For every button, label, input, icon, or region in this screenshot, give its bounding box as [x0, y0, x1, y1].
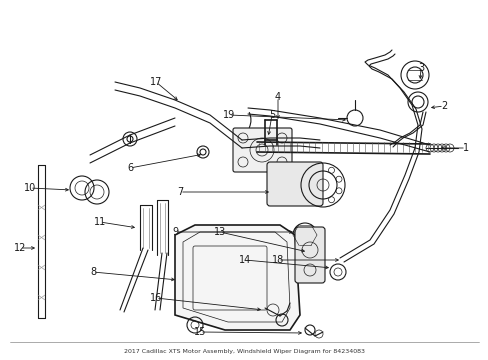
Text: 4: 4	[274, 92, 281, 102]
Text: 2: 2	[440, 101, 446, 111]
Text: 3: 3	[417, 63, 423, 73]
Text: 5: 5	[268, 110, 275, 120]
Text: 15: 15	[193, 327, 206, 337]
Text: 2017 Cadillac XTS Motor Assembly, Windshield Wiper Diagram for 84234083: 2017 Cadillac XTS Motor Assembly, Windsh…	[123, 350, 364, 355]
Text: 8: 8	[90, 267, 96, 277]
Text: 6: 6	[127, 163, 133, 173]
Text: 11: 11	[94, 217, 106, 227]
Text: 19: 19	[223, 110, 235, 120]
Polygon shape	[175, 225, 299, 330]
Text: 12: 12	[14, 243, 26, 253]
Text: 18: 18	[271, 255, 284, 265]
Text: 14: 14	[238, 255, 251, 265]
FancyBboxPatch shape	[294, 227, 325, 283]
Text: 1: 1	[462, 143, 468, 153]
Text: 10: 10	[24, 183, 36, 193]
FancyBboxPatch shape	[232, 128, 291, 172]
Text: 17: 17	[149, 77, 162, 87]
Text: 13: 13	[213, 227, 225, 237]
FancyBboxPatch shape	[266, 162, 323, 206]
Text: 16: 16	[149, 293, 162, 303]
Text: 7: 7	[177, 187, 183, 197]
Text: 9: 9	[172, 227, 178, 237]
